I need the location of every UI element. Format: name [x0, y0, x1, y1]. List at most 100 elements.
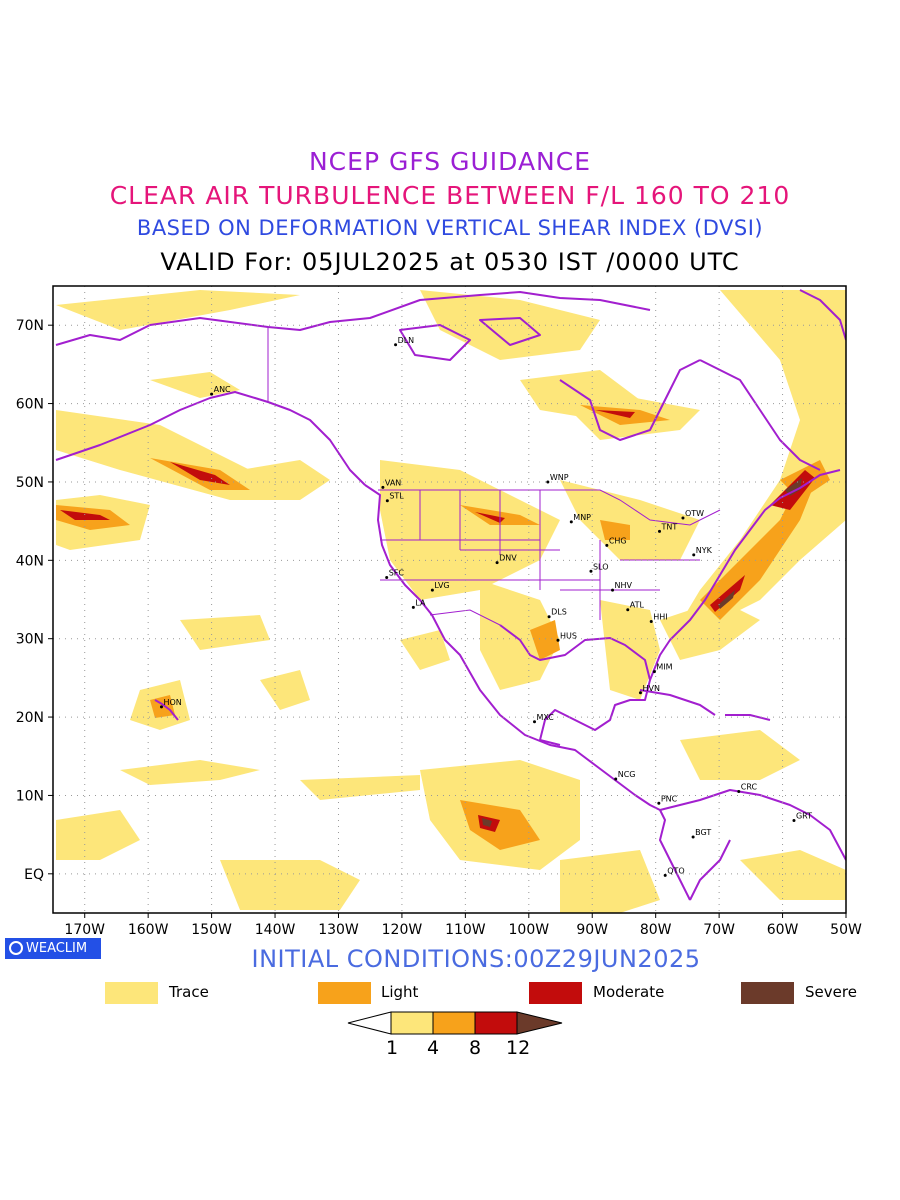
- legend-swatch-trace: [105, 982, 158, 1004]
- station-label: SFC: [389, 569, 405, 578]
- lat-label: 70N: [16, 318, 44, 334]
- station-label: HHI: [653, 612, 667, 621]
- station-marker: [605, 543, 609, 547]
- station-marker: [394, 343, 398, 347]
- lon-label: 140W: [255, 922, 296, 938]
- station-marker: [657, 529, 661, 533]
- map-axes: 170W 160W 150W 140W 130W 120W 110W 100W 90W 80W 70…: [16, 318, 862, 938]
- lon-label: 90W: [576, 922, 608, 938]
- weaclim-logo: WEACLIM: [5, 938, 101, 959]
- colorbar-segment-light: [432, 1011, 476, 1035]
- lat-label: 10N: [16, 788, 44, 804]
- station-label: HON: [163, 698, 181, 707]
- colorbar-over-arrow: [516, 1011, 563, 1035]
- lat-label: EQ: [24, 867, 44, 883]
- station-label: DNV: [499, 554, 517, 563]
- station-marker: [569, 520, 573, 524]
- station-marker: [663, 873, 667, 877]
- station-label: ATL: [630, 601, 645, 610]
- station-label: ANC: [214, 385, 231, 394]
- coastlines: [55, 289, 846, 901]
- station-label: WNP: [550, 473, 569, 482]
- station-marker: [691, 835, 695, 839]
- station-label: BGT: [695, 828, 711, 837]
- station-marker: [210, 392, 214, 396]
- lon-label: 70W: [703, 922, 735, 938]
- lon-label: 50W: [830, 922, 862, 938]
- lat-label: 50N: [16, 475, 44, 491]
- station-marker: [546, 480, 550, 484]
- station-marker: [589, 569, 593, 573]
- station-label: LVG: [434, 581, 449, 590]
- station-labels: ANC DLN VAN STL WNP MNP OTW TNT CHG NYK DNV SFC LVG S…: [159, 336, 812, 877]
- colorbar-label-12: 12: [506, 1037, 531, 1059]
- legend-label-moderate: Moderate: [593, 983, 665, 1001]
- station-marker: [638, 691, 642, 695]
- lon-label: 130W: [318, 922, 359, 938]
- lat-label: 40N: [16, 553, 44, 569]
- station-label: LA: [415, 598, 426, 607]
- station-label: OTW: [685, 509, 704, 518]
- initial-conditions: INITIAL CONDITIONS:00Z29JUN2025: [251, 945, 701, 973]
- station-marker: [385, 499, 389, 503]
- station-label: MXC: [537, 713, 555, 722]
- map-frame: [52, 285, 847, 914]
- lon-label: 160W: [128, 922, 169, 938]
- colorbar-under-arrow: [347, 1011, 392, 1035]
- station-label: VAN: [385, 478, 401, 487]
- legend-label-light: Light: [381, 983, 419, 1001]
- colorbar: [347, 1011, 563, 1035]
- station-marker: [652, 670, 656, 674]
- station-marker: [385, 576, 389, 580]
- station-marker: [614, 777, 618, 781]
- title-product: NCEP GFS GUIDANCE: [308, 147, 591, 176]
- station-label: GRT: [796, 812, 812, 821]
- lon-label: 120W: [382, 922, 423, 938]
- lon-label: 110W: [445, 922, 486, 938]
- legend-swatch-severe: [741, 982, 794, 1004]
- legend-swatch-moderate: [529, 982, 582, 1004]
- station-marker: [381, 485, 385, 489]
- station-label: STL: [389, 492, 404, 501]
- station-marker: [411, 605, 415, 609]
- lat-label: 30N: [16, 632, 44, 648]
- lat-label: 20N: [16, 710, 44, 726]
- colorbar-segment-trace: [390, 1011, 434, 1035]
- station-label: NHV: [615, 581, 633, 590]
- lat-label: 60N: [16, 397, 44, 413]
- lon-label: 170W: [64, 922, 105, 938]
- colorbar-label-4: 4: [427, 1037, 440, 1059]
- station-marker: [692, 553, 696, 557]
- lon-label: 60W: [767, 922, 799, 938]
- station-label: NYK: [696, 546, 713, 555]
- station-label: TNT: [660, 522, 677, 531]
- political-borders: [267, 327, 721, 626]
- station-marker: [547, 615, 551, 619]
- turbulence-map: 170W 160W 150W 140W 130W 120W 110W 100W 90W 80W 70…: [16, 285, 862, 938]
- station-marker: [626, 608, 630, 612]
- logo-label: WEACLIM: [26, 941, 88, 956]
- station-marker: [495, 561, 499, 565]
- colorbar-segment-moderate: [474, 1011, 518, 1035]
- station-label: DLN: [398, 336, 415, 345]
- station-marker: [611, 588, 615, 592]
- station-label: PNC: [661, 794, 678, 803]
- severe-turbulence-areas: [482, 478, 802, 827]
- station-label: SLO: [593, 562, 609, 571]
- station-marker: [792, 819, 796, 823]
- station-label: CHG: [609, 536, 627, 545]
- station-label: NCG: [618, 770, 636, 779]
- station-marker: [556, 638, 560, 642]
- title-parameter: CLEAR AIR TURBULENCE BETWEEN F/L 160 TO …: [109, 181, 791, 210]
- station-marker: [430, 588, 434, 592]
- lon-label: 150W: [191, 922, 232, 938]
- station-marker: [681, 516, 685, 520]
- legend-swatch-light: [318, 982, 371, 1004]
- legend-label-trace: Trace: [169, 983, 209, 1001]
- station-label: MNP: [573, 513, 591, 522]
- title-method: BASED ON DEFORMATION VERTICAL SHEAR INDE…: [136, 216, 764, 240]
- station-marker: [159, 705, 163, 709]
- lon-label: 80W: [640, 922, 672, 938]
- station-label: DLS: [551, 608, 567, 617]
- station-label: HUS: [560, 631, 577, 640]
